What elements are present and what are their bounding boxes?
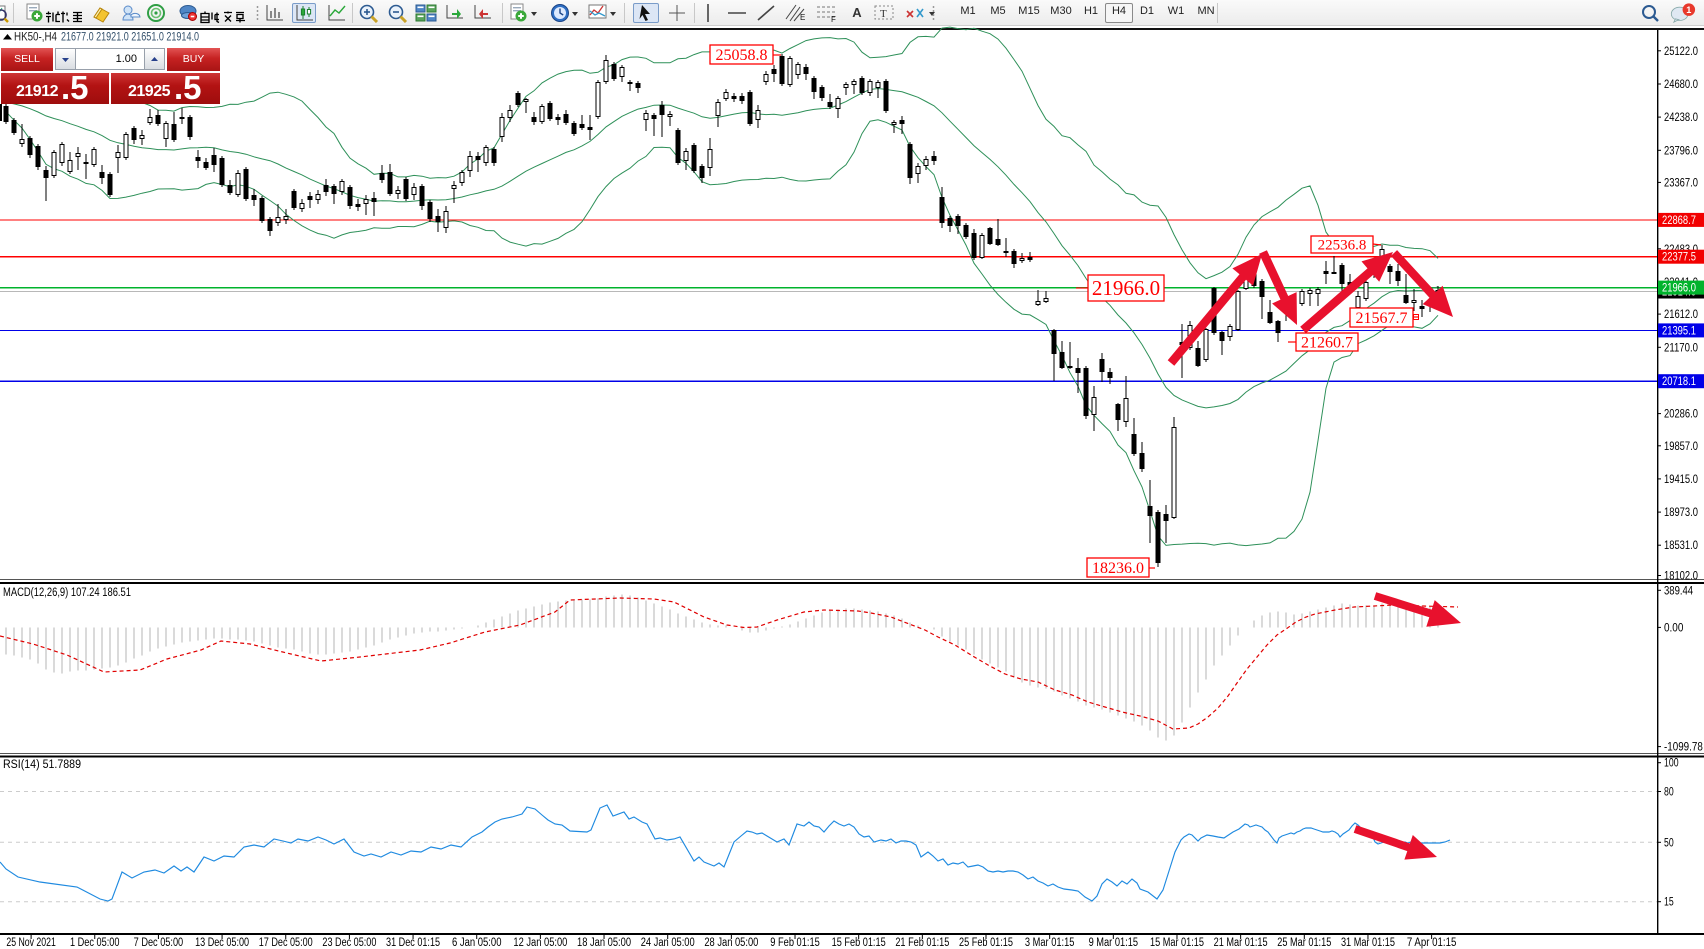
svg-text:21395.1: 21395.1 (1662, 325, 1696, 337)
svg-text:MACD(12,26,9) 107.24 186.51: MACD(12,26,9) 107.24 186.51 (3, 587, 131, 599)
svg-text:9 Mar 01:15: 9 Mar 01:15 (1089, 937, 1139, 949)
svg-text:22868.7: 22868.7 (1662, 215, 1696, 227)
svg-text:100: 100 (1664, 758, 1679, 770)
svg-text:21677.0 21921.0 21651.0 21914.: 21677.0 21921.0 21651.0 21914.0 (61, 32, 199, 44)
svg-text:21567.7: 21567.7 (1356, 310, 1408, 327)
svg-text:12 Jan 05:00: 12 Jan 05:00 (513, 937, 567, 949)
svg-text:25 Mar 01:15: 25 Mar 01:15 (1277, 937, 1331, 949)
svg-text:-1099.78: -1099.78 (1664, 742, 1703, 754)
svg-text:25058.8: 25058.8 (716, 47, 768, 64)
svg-text:HK50-,H4: HK50-,H4 (14, 32, 58, 44)
svg-text:9 Feb 01:15: 9 Feb 01:15 (770, 937, 820, 949)
svg-text:13 Dec 05:00: 13 Dec 05:00 (195, 937, 249, 949)
svg-text:31 Dec 01:15: 31 Dec 01:15 (386, 937, 440, 949)
svg-text:T: T (880, 8, 887, 20)
svg-text:18973.0: 18973.0 (1664, 507, 1698, 519)
svg-text:22536.8: 22536.8 (1318, 238, 1367, 254)
svg-text:15 Feb 01:15: 15 Feb 01:15 (832, 937, 886, 949)
svg-text:7 Dec 05:00: 7 Dec 05:00 (134, 937, 184, 949)
svg-text:24238.0: 24238.0 (1664, 112, 1698, 124)
svg-text:15 Mar 01:15: 15 Mar 01:15 (1150, 937, 1204, 949)
svg-text:23796.0: 23796.0 (1664, 145, 1698, 157)
svg-text:19415.0: 19415.0 (1664, 474, 1698, 486)
svg-text:17 Dec 05:00: 17 Dec 05:00 (259, 937, 313, 949)
svg-text:22377.5: 22377.5 (1662, 252, 1696, 264)
svg-text:18 Jan 05:00: 18 Jan 05:00 (577, 937, 631, 949)
svg-text:50: 50 (1664, 837, 1674, 849)
svg-text:21966.0: 21966.0 (1662, 283, 1696, 295)
svg-text:25 Feb 01:15: 25 Feb 01:15 (959, 937, 1013, 949)
svg-text:RSI(14) 51.7889: RSI(14) 51.7889 (3, 759, 81, 771)
svg-text:24680.0: 24680.0 (1664, 79, 1698, 91)
svg-text:21 Mar 01:15: 21 Mar 01:15 (1214, 937, 1268, 949)
svg-text:6 Jan 05:00: 6 Jan 05:00 (452, 937, 502, 949)
svg-text:23 Dec 05:00: 23 Dec 05:00 (322, 937, 376, 949)
svg-text:18102.0: 18102.0 (1664, 571, 1698, 583)
svg-text:18531.0: 18531.0 (1664, 540, 1698, 552)
svg-text:389.44: 389.44 (1664, 585, 1694, 597)
svg-text:20718.1: 20718.1 (1662, 376, 1696, 388)
svg-text:80: 80 (1664, 787, 1674, 799)
svg-text:21260.7: 21260.7 (1301, 334, 1353, 351)
svg-text:1: 1 (1686, 5, 1691, 15)
svg-text:21612.0: 21612.0 (1664, 309, 1698, 321)
svg-text:25 Nov 2021: 25 Nov 2021 (6, 937, 56, 949)
svg-text:7 Apr 01:15: 7 Apr 01:15 (1407, 937, 1457, 949)
svg-text:18236.0: 18236.0 (1092, 560, 1144, 577)
svg-text:21966.0: 21966.0 (1092, 276, 1160, 300)
svg-text:1 Dec 05:00: 1 Dec 05:00 (70, 937, 120, 949)
svg-text:21 Feb 01:15: 21 Feb 01:15 (895, 937, 949, 949)
svg-text:15: 15 (1664, 897, 1674, 909)
svg-text:25122.0: 25122.0 (1664, 46, 1698, 58)
svg-text:20286.0: 20286.0 (1664, 409, 1698, 421)
svg-text:0.00: 0.00 (1664, 622, 1683, 634)
svg-text:31 Mar 01:15: 31 Mar 01:15 (1341, 937, 1395, 949)
svg-text:21170.0: 21170.0 (1664, 342, 1698, 354)
svg-text:E: E (800, 13, 805, 22)
svg-text:23367.0: 23367.0 (1664, 177, 1698, 189)
svg-text:F: F (831, 15, 836, 23)
svg-text:28 Jan 05:00: 28 Jan 05:00 (704, 937, 758, 949)
svg-text:19857.0: 19857.0 (1664, 441, 1698, 453)
svg-text:3 Mar 01:15: 3 Mar 01:15 (1025, 937, 1075, 949)
svg-text:24 Jan 05:00: 24 Jan 05:00 (641, 937, 695, 949)
